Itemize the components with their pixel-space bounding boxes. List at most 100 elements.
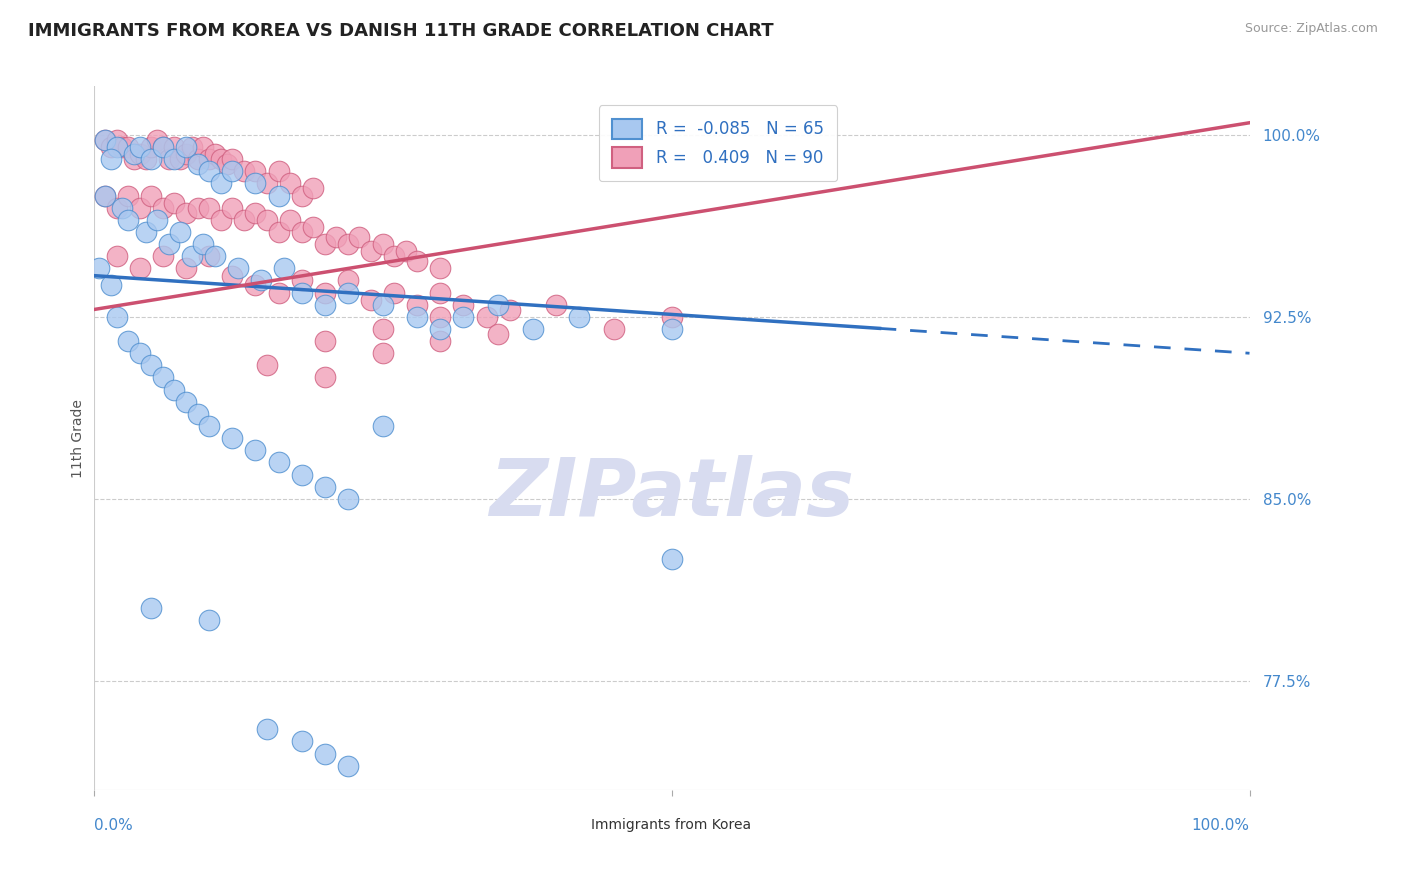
Point (267, 285, 290, 300)
Point (267, 164, 290, 178)
Point (406, 298, 429, 312)
Point (314, 370, 336, 384)
Point (94, 133, 117, 147)
Point (245, 164, 267, 178)
Point (198, 249, 221, 263)
Point (429, 261, 451, 276)
Point (174, 261, 197, 276)
Point (221, 201, 243, 215)
Point (135, 225, 157, 239)
Point (128, 140, 150, 154)
Point (146, 133, 169, 147)
Point (141, 359, 163, 373)
Point (169, 225, 191, 239)
Point (163, 195, 186, 210)
Point (429, 285, 451, 300)
Point (278, 177, 301, 191)
Point (522, 322, 544, 336)
Point (204, 249, 226, 263)
Legend: R =  -0.085   N = 65, R =   0.409   N = 90: R = -0.085 N = 65, R = 0.409 N = 90 (599, 105, 837, 181)
Point (429, 310, 451, 324)
Point (163, 140, 186, 154)
Point (360, 244, 382, 259)
Point (314, 747, 336, 761)
Point (221, 164, 243, 178)
Point (122, 147, 145, 161)
Point (406, 254, 429, 268)
Point (204, 147, 226, 161)
Point (128, 147, 150, 161)
Point (314, 237, 336, 252)
Point (371, 346, 394, 360)
Point (499, 302, 522, 317)
Point (336, 237, 359, 252)
Point (226, 261, 249, 276)
Point (314, 285, 336, 300)
Point (105, 140, 128, 154)
Point (349, 229, 371, 244)
Point (105, 201, 128, 215)
Point (256, 212, 278, 227)
Point (122, 152, 145, 166)
Point (291, 273, 314, 287)
Point (152, 140, 174, 154)
Point (429, 322, 451, 336)
Point (169, 152, 191, 166)
Point (221, 152, 243, 166)
Point (232, 212, 254, 227)
Point (291, 734, 314, 748)
Point (661, 552, 683, 566)
Point (291, 467, 314, 482)
Point (209, 177, 232, 191)
Point (198, 164, 221, 178)
Point (325, 229, 347, 244)
Point (135, 152, 157, 166)
Point (336, 758, 359, 772)
Point (128, 261, 150, 276)
Point (336, 491, 359, 506)
Point (382, 285, 405, 300)
Text: Source: ZipAtlas.com: Source: ZipAtlas.com (1244, 22, 1378, 36)
Text: IMMIGRANTS FROM KOREA VS DANISH 11TH GRADE CORRELATION CHART: IMMIGRANTS FROM KOREA VS DANISH 11TH GRA… (28, 22, 773, 40)
Point (232, 164, 254, 178)
Point (187, 407, 209, 421)
Point (105, 310, 128, 324)
Point (187, 201, 209, 215)
Point (314, 298, 336, 312)
Point (302, 181, 325, 195)
Point (141, 601, 163, 615)
Point (94, 188, 117, 202)
Point (486, 326, 509, 341)
Point (193, 237, 215, 252)
Point (453, 298, 475, 312)
Point (198, 419, 221, 434)
Point (180, 249, 202, 263)
Point (209, 212, 232, 227)
Point (128, 346, 150, 360)
Point (111, 201, 134, 215)
Point (360, 293, 382, 307)
Point (336, 273, 359, 287)
Point (603, 322, 626, 336)
Point (215, 157, 238, 171)
Point (187, 152, 209, 166)
Point (406, 310, 429, 324)
Point (371, 237, 394, 252)
Point (568, 310, 591, 324)
Point (141, 140, 163, 154)
Point (193, 140, 215, 154)
Point (117, 334, 139, 348)
Point (245, 278, 267, 293)
Point (273, 261, 295, 276)
Point (89, 261, 111, 276)
Point (371, 322, 394, 336)
Point (152, 370, 174, 384)
Point (291, 225, 314, 239)
Point (152, 201, 174, 215)
Point (157, 237, 180, 252)
Point (157, 152, 180, 166)
Point (661, 322, 683, 336)
Point (100, 152, 122, 166)
Point (141, 152, 163, 166)
Point (141, 188, 163, 202)
